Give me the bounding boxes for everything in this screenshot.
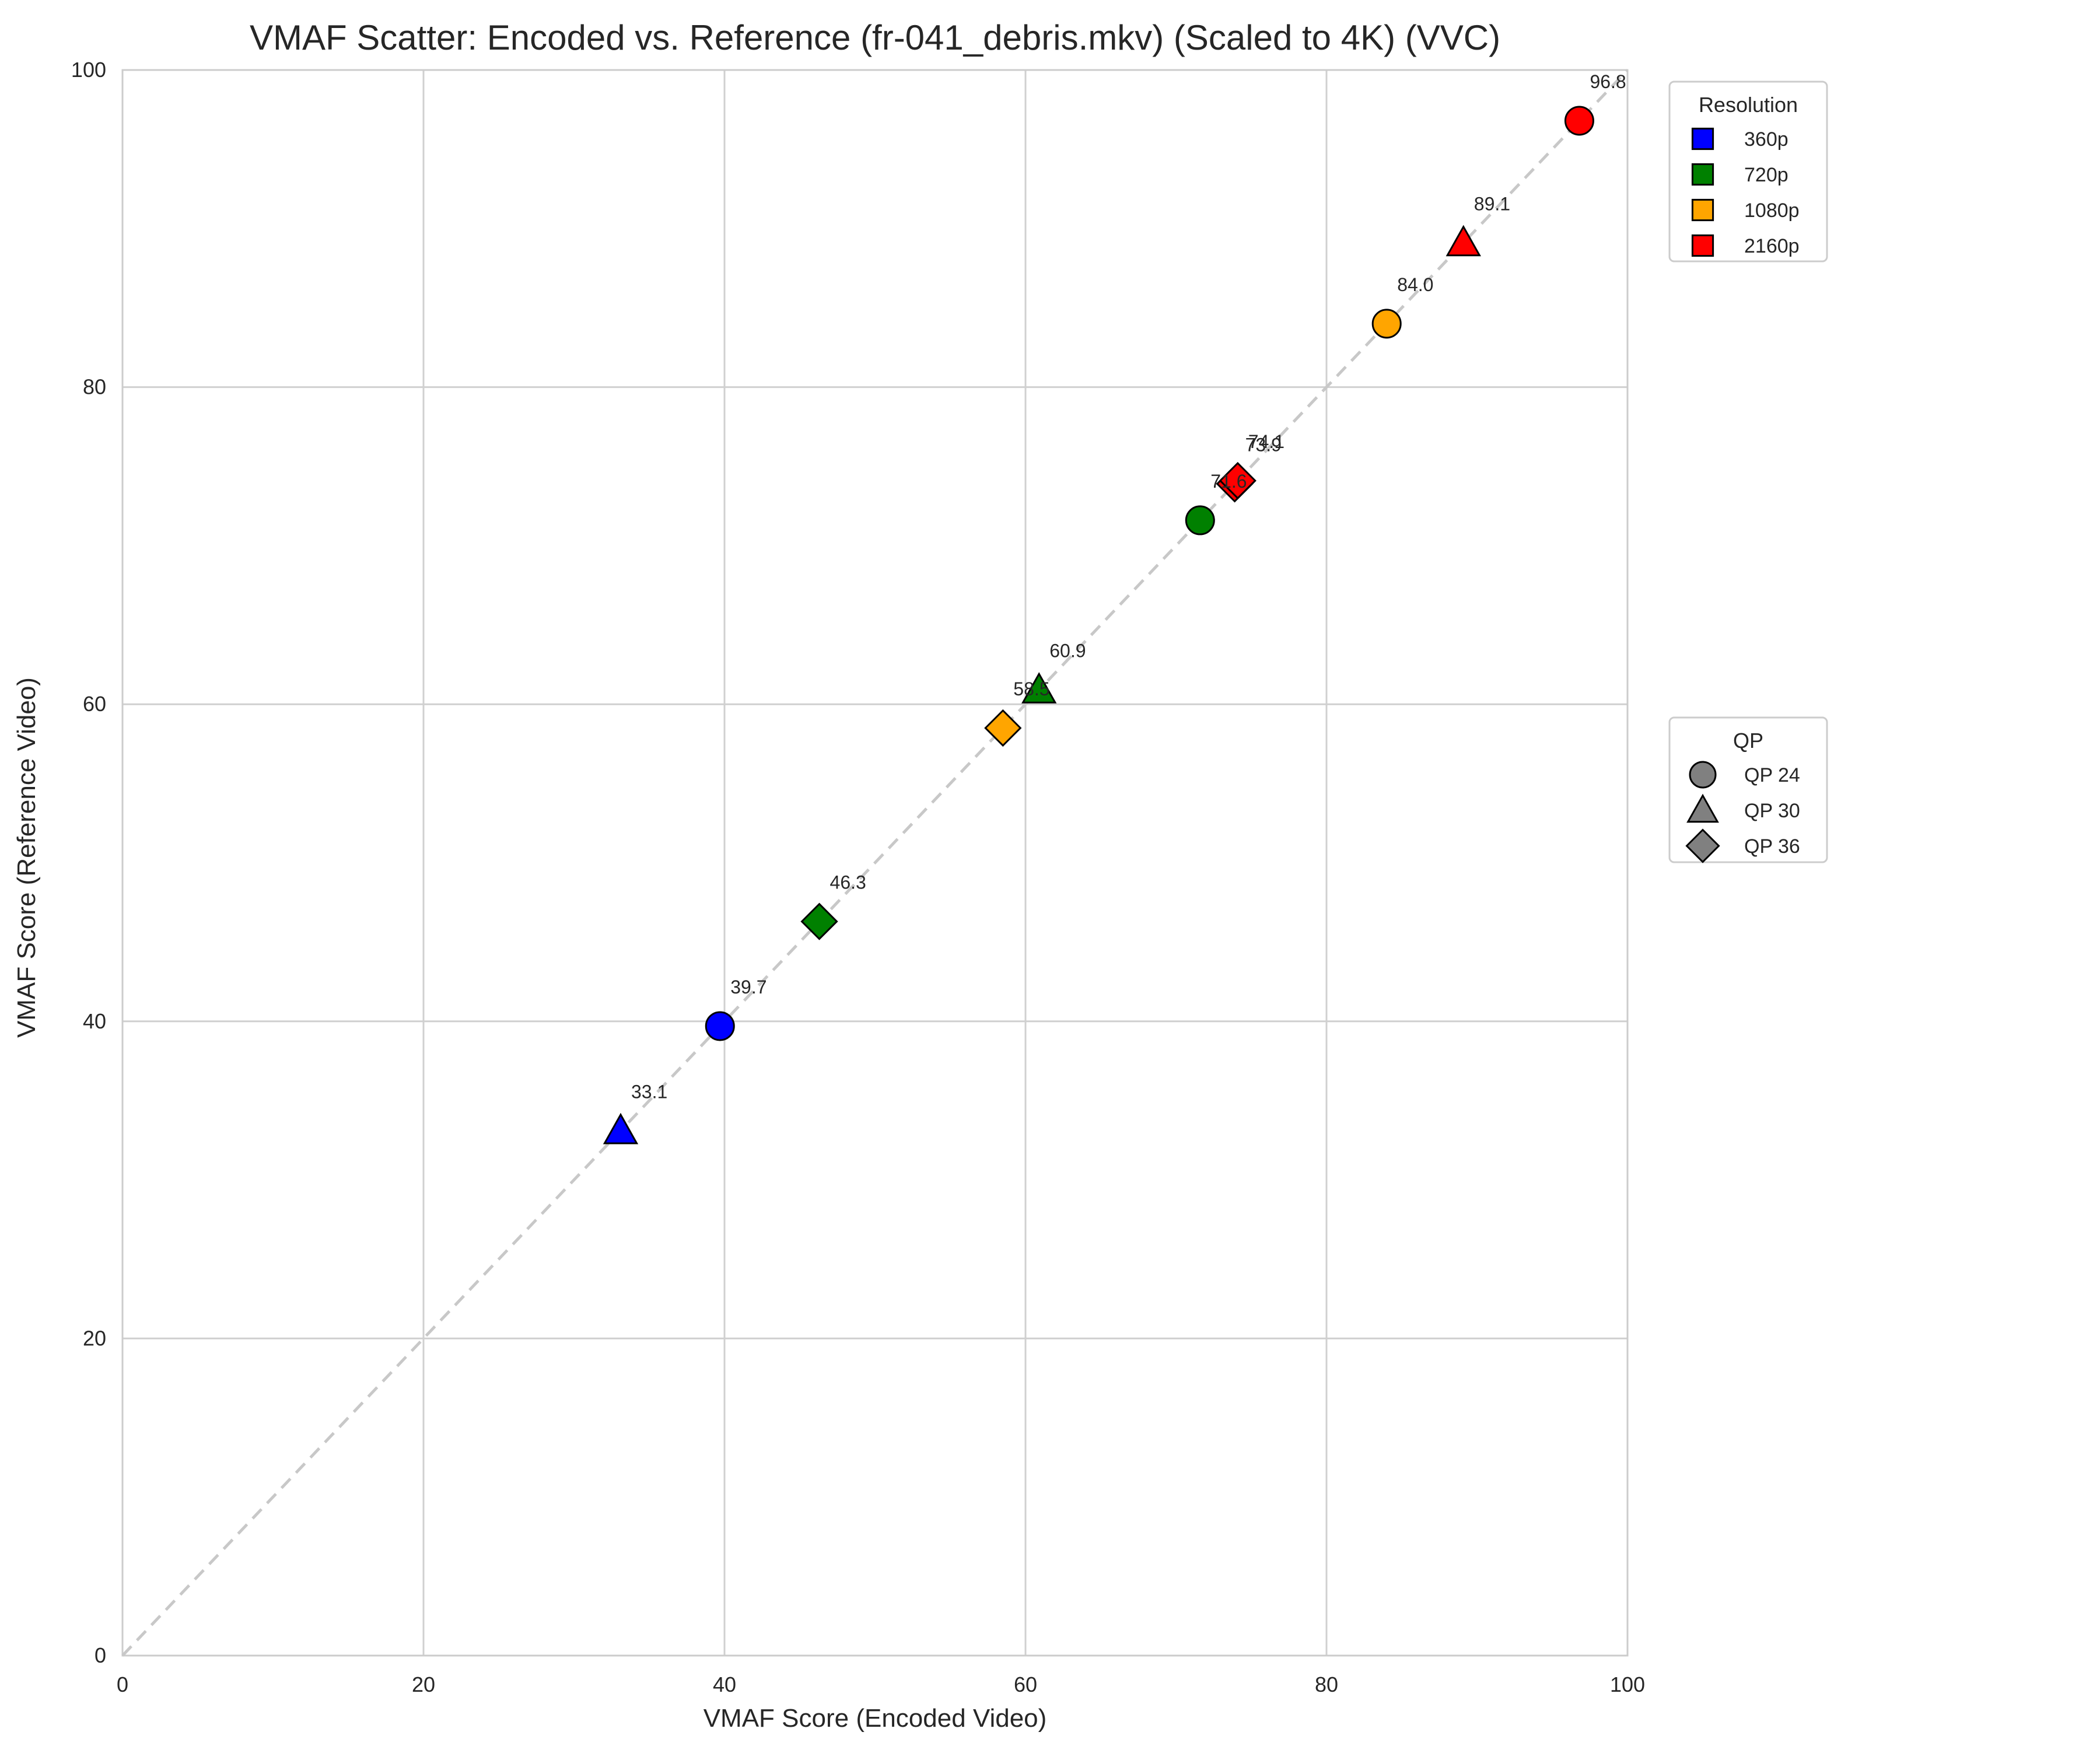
plot-area: 0 20 40 60 80 100 0 20 40 60 80 100 39.7 33.1 71.6 60.9…	[71, 58, 1645, 1696]
data-point-720p-qp30	[1021, 672, 1057, 704]
y-tick-label: 40	[83, 1009, 106, 1033]
data-point-360p-qp30	[603, 1112, 639, 1145]
x-axis-label: VMAF Score (Encoded Video)	[704, 1704, 1047, 1733]
legend-entry-label: 720p	[1744, 164, 1788, 186]
y-tick-label: 80	[83, 375, 106, 399]
legend-title: QP	[1733, 729, 1763, 753]
data-label: 58.5	[1013, 678, 1049, 699]
legend-entry-label: 360p	[1744, 128, 1788, 151]
legend-marker-qp-36	[1685, 828, 1720, 863]
data-label: 96.8	[1590, 71, 1626, 92]
x-tick-label: 40	[713, 1672, 736, 1696]
legend-marker-2160p	[1691, 234, 1714, 257]
legend-marker-1080p	[1691, 198, 1714, 222]
data-point-720p-qp36	[800, 902, 838, 940]
x-tick-label: 100	[1610, 1672, 1645, 1696]
legend-marker-qp-30	[1686, 793, 1719, 823]
legend-entry-label: QP 30	[1744, 800, 1800, 822]
data-point-360p-qp24	[705, 1011, 735, 1041]
legend-resolution: Resolution 360p 720p 1080p 2160p	[1668, 81, 1828, 263]
legend-marker-360p	[1691, 127, 1714, 151]
x-tick-label: 20	[412, 1672, 435, 1696]
data-label: 74.1	[1248, 431, 1284, 452]
data-point-720p-qp24	[1185, 505, 1215, 536]
legend-marker-720p	[1691, 163, 1714, 186]
data-point-2160p-qp30	[1446, 225, 1481, 257]
legend-entry-label: QP 36	[1744, 835, 1800, 858]
plot-frame	[121, 69, 1629, 1657]
reference-diagonal-line	[121, 69, 1629, 1657]
data-point-1080p-qp36	[984, 709, 1022, 747]
chart-title: VMAF Scatter: Encoded vs. Reference (fr-…	[250, 18, 1500, 57]
data-label: 71.6	[1210, 471, 1247, 492]
data-point-1080p-qp24	[1371, 309, 1402, 339]
legends: Resolution 360p 720p 1080p 2160p QP QP 24 QP 30…	[1668, 81, 1828, 863]
x-tick-label: 0	[117, 1672, 128, 1696]
legend-entry-label: 2160p	[1744, 235, 1800, 257]
y-tick-label: 20	[83, 1326, 106, 1350]
data-point-2160p-qp36	[1219, 461, 1256, 500]
legend-entry-label: 1080p	[1744, 200, 1800, 222]
y-tick-label: 0	[94, 1643, 106, 1667]
legend-entry-label: QP 24	[1744, 764, 1800, 786]
legend-title: Resolution	[1699, 93, 1798, 117]
data-point-2160p-qp24	[1564, 106, 1594, 136]
legend-frame	[1668, 716, 1828, 863]
data-label: 60.9	[1049, 641, 1086, 662]
x-tick-label: 60	[1014, 1672, 1037, 1696]
x-tick-label: 80	[1315, 1672, 1338, 1696]
data-label: 33.1	[631, 1081, 667, 1102]
y-axis-label: VMAF Score (Reference Video)	[12, 677, 41, 1038]
legend-marker-qp-24	[1689, 761, 1717, 789]
y-tick-label: 60	[83, 692, 106, 716]
y-tick-label: 100	[71, 58, 106, 82]
data-label: 73.9	[1245, 434, 1282, 455]
data-label: 89.1	[1474, 193, 1510, 214]
legend-qp: QP QP 24 QP 30 QP 36	[1668, 716, 1828, 863]
data-label: 84.0	[1397, 274, 1433, 295]
data-label: 46.3	[830, 872, 866, 893]
data-label: 39.7	[730, 977, 766, 998]
